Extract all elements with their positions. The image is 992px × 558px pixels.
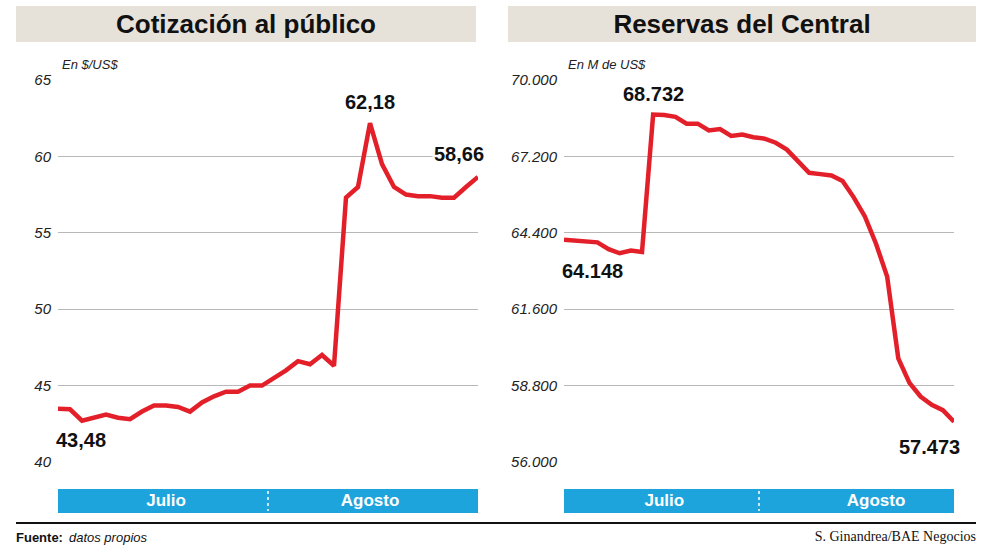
svg-text:Julio: Julio — [644, 491, 684, 510]
svg-text:40: 40 — [34, 453, 51, 470]
svg-text:Agosto: Agosto — [847, 491, 906, 510]
svg-text:57.473: 57.473 — [899, 436, 960, 458]
svg-text:45: 45 — [34, 377, 51, 394]
svg-text:60: 60 — [34, 148, 51, 165]
svg-text:55: 55 — [34, 224, 51, 241]
svg-text:65: 65 — [34, 71, 51, 88]
svg-text:43,48: 43,48 — [56, 429, 106, 451]
html-text:Reservas del Central: Reservas del Central — [613, 9, 871, 39]
html-text:datos propios: datos propios — [69, 529, 147, 545]
svg-text:68.732: 68.732 — [623, 83, 684, 105]
svg-text:70.000: 70.000 — [511, 71, 558, 88]
svg-text:61.600: 61.600 — [511, 300, 558, 317]
svg-text:58.800: 58.800 — [511, 377, 558, 394]
svg-text:58,66: 58,66 — [434, 143, 484, 165]
svg-text:67.200: 67.200 — [511, 148, 558, 165]
svg-text:Julio: Julio — [146, 491, 186, 510]
html-text:Fuente:: Fuente: — [16, 529, 63, 545]
svg-text:En M de US$: En M de US$ — [568, 57, 646, 72]
svg-text:64.148: 64.148 — [562, 260, 623, 282]
html-text:Cotización al público: Cotización al público — [116, 9, 376, 39]
svg-text:50: 50 — [34, 300, 51, 317]
svg-text:64.400: 64.400 — [511, 224, 558, 241]
svg-text:Agosto: Agosto — [341, 491, 400, 510]
svg-text:56.000: 56.000 — [511, 453, 558, 470]
html-text:S. Ginandrea/BAE Negocios: S. Ginandrea/BAE Negocios — [814, 529, 976, 544]
svg-text:62,18: 62,18 — [345, 91, 395, 113]
svg-text:En $/US$: En $/US$ — [62, 57, 118, 72]
